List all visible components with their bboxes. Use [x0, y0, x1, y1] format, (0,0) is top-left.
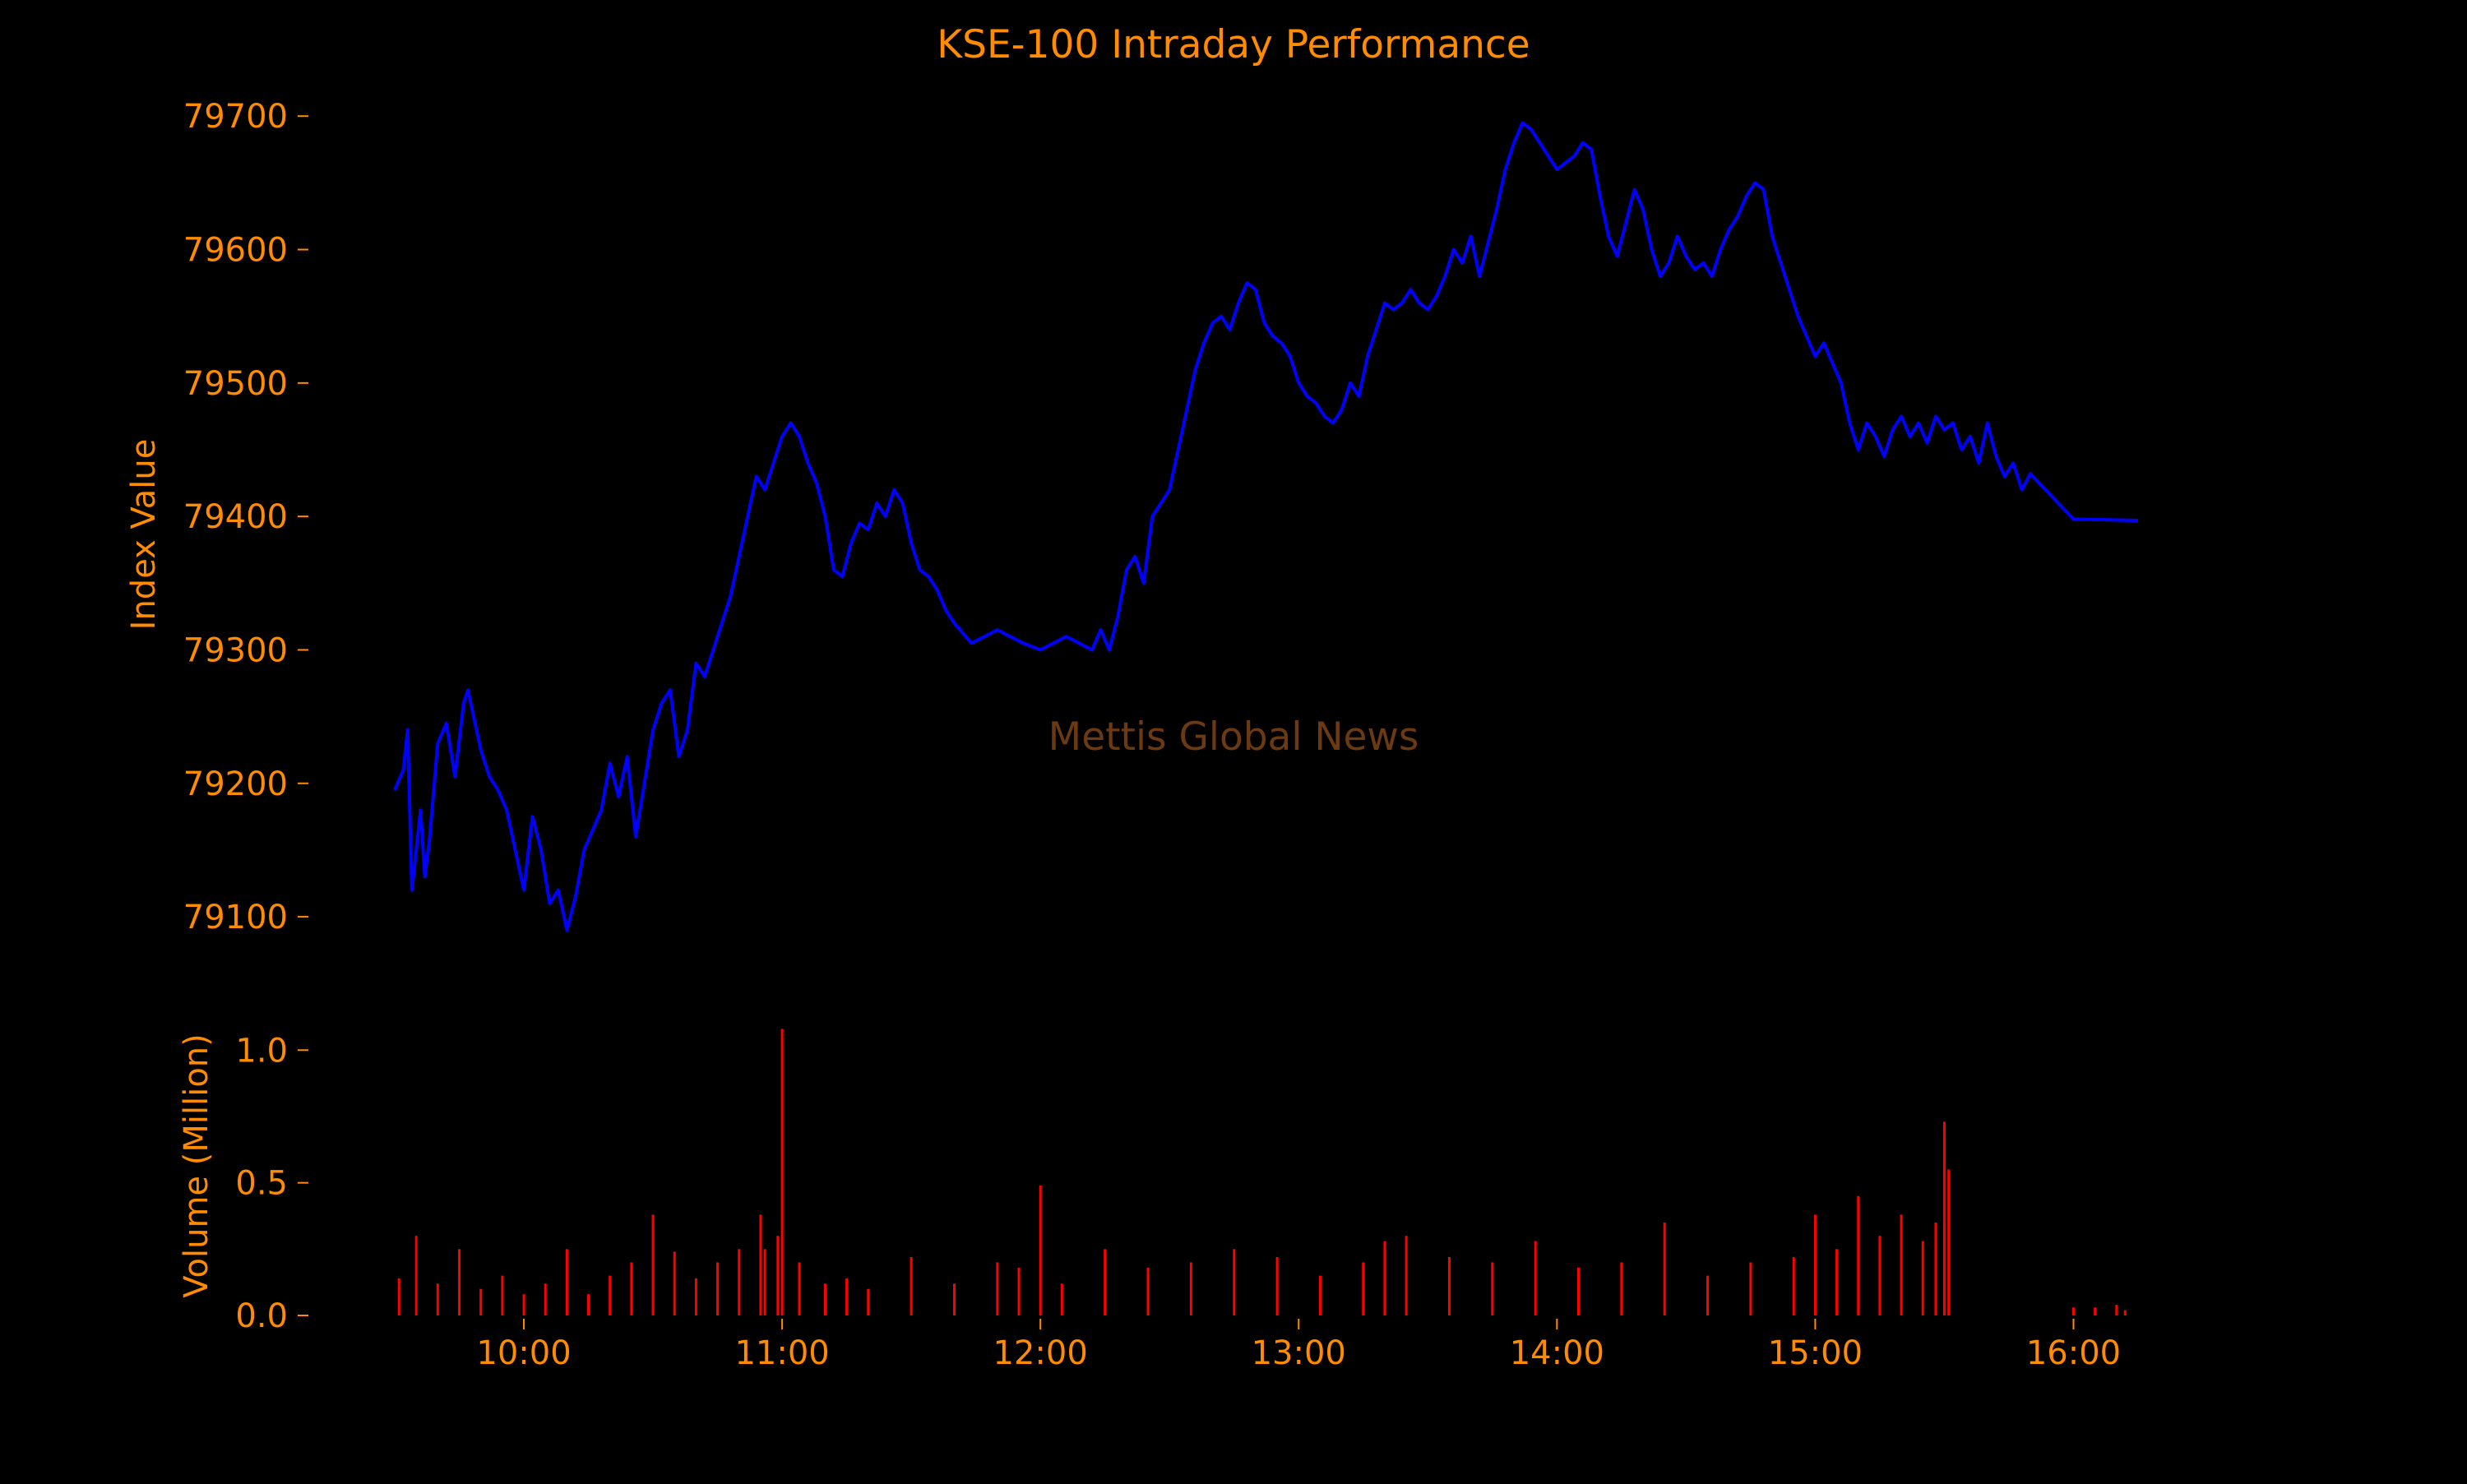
volume-bar	[1146, 1267, 1150, 1315]
volume-bar	[910, 1257, 913, 1315]
volume-bar	[763, 1249, 766, 1315]
volume-bar	[1017, 1267, 1021, 1315]
price-y-tick-label: 79500	[183, 365, 288, 403]
volume-bar	[673, 1251, 676, 1315]
volume-y-axis-label: Volume (Million)	[178, 1033, 215, 1297]
volume-y-tick-label: 0.5	[235, 1165, 288, 1203]
volume-bar	[501, 1275, 504, 1315]
volume-bar	[1104, 1249, 1107, 1315]
volume-bar	[587, 1294, 590, 1315]
volume-bar	[952, 1283, 956, 1315]
volume-bar	[397, 1278, 400, 1315]
x-axis: 10:00 11:00 12:00 13:00 14:00 15:00 16:00	[476, 1319, 2121, 1372]
volume-bar	[1534, 1241, 1537, 1315]
volume-bar	[1749, 1262, 1752, 1315]
volume-bar	[1620, 1262, 1623, 1315]
volume-bar	[996, 1262, 999, 1315]
volume-bar	[1792, 1257, 1795, 1315]
volume-bar	[1318, 1275, 1321, 1315]
volume-bar	[1878, 1236, 1881, 1315]
volume-bar	[845, 1278, 849, 1315]
volume-bar	[414, 1236, 418, 1315]
volume-y-axis: 0.0 0.5 1.0	[235, 1032, 308, 1335]
x-tick-label: 14:00	[1510, 1334, 1604, 1372]
volume-bar	[544, 1283, 547, 1315]
volume-y-tick-label: 0.0	[235, 1297, 288, 1335]
volume-bar	[522, 1294, 525, 1315]
volume-bar	[436, 1283, 439, 1315]
volume-bar	[1835, 1249, 1839, 1315]
volume-bar	[1275, 1257, 1279, 1315]
volume-bar	[2094, 1307, 2097, 1315]
price-y-tick-label: 79600	[183, 232, 288, 270]
x-tick-label: 12:00	[993, 1334, 1088, 1372]
volume-bar	[1947, 1169, 1951, 1315]
volume-bars	[397, 1029, 2127, 1315]
volume-bar	[479, 1288, 483, 1315]
x-tick-label: 10:00	[476, 1334, 571, 1372]
price-y-axis: 79100 79200 79300 79400 79500 79600 79700	[183, 98, 308, 936]
volume-bar	[630, 1262, 633, 1315]
price-y-tick-label: 79700	[183, 98, 288, 136]
price-line	[393, 121, 2139, 932]
volume-bar	[1900, 1214, 1903, 1315]
price-y-axis-label: Index Value	[125, 439, 163, 631]
volume-bar	[458, 1249, 461, 1315]
volume-bar	[1233, 1249, 1236, 1315]
x-tick-label: 16:00	[2026, 1334, 2121, 1372]
volume-bar	[2071, 1307, 2075, 1315]
volume-bar	[798, 1262, 801, 1315]
volume-bar	[716, 1262, 720, 1315]
volume-bar	[1934, 1223, 1937, 1315]
x-tick-label: 11:00	[734, 1334, 829, 1372]
volume-bar	[651, 1214, 655, 1315]
volume-bar	[780, 1029, 784, 1315]
volume-bar	[1189, 1262, 1192, 1315]
volume-bar	[1813, 1214, 1817, 1315]
volume-bar	[1039, 1185, 1042, 1315]
volume-bar	[565, 1249, 568, 1315]
volume-bar	[738, 1249, 741, 1315]
volume-bar	[1491, 1262, 1494, 1315]
volume-bar	[776, 1236, 780, 1315]
price-y-tick-label: 79100	[183, 899, 288, 936]
price-series	[393, 121, 2139, 932]
price-y-tick-label: 79300	[183, 631, 288, 669]
volume-bar	[1383, 1241, 1386, 1315]
volume-bar	[1447, 1257, 1451, 1315]
volume-bar	[867, 1288, 870, 1315]
watermark-text: Mettis Global News	[1048, 714, 1419, 760]
volume-bar	[1405, 1236, 1408, 1315]
volume-bar	[1921, 1241, 1924, 1315]
x-tick-label: 15:00	[1768, 1334, 1863, 1372]
volume-bar	[759, 1214, 762, 1315]
volume-bar	[1706, 1275, 1710, 1315]
volume-bar	[2123, 1310, 2127, 1315]
price-y-tick-label: 79200	[183, 765, 288, 803]
volume-bar	[1942, 1121, 1946, 1315]
volume-bar	[694, 1278, 697, 1315]
volume-bar	[1857, 1195, 1860, 1315]
volume-bar	[609, 1275, 612, 1315]
volume-bar	[1663, 1223, 1666, 1315]
volume-y-tick-label: 1.0	[235, 1032, 288, 1070]
volume-bar	[1577, 1267, 1581, 1315]
price-y-tick-label: 79400	[183, 498, 288, 536]
volume-bar	[1362, 1262, 1365, 1315]
volume-bar	[2115, 1305, 2118, 1315]
volume-bar	[1060, 1283, 1063, 1315]
volume-bar	[823, 1283, 826, 1315]
chart-title: KSE-100 Intraday Performance	[937, 22, 1530, 67]
x-tick-label: 13:00	[1252, 1334, 1346, 1372]
